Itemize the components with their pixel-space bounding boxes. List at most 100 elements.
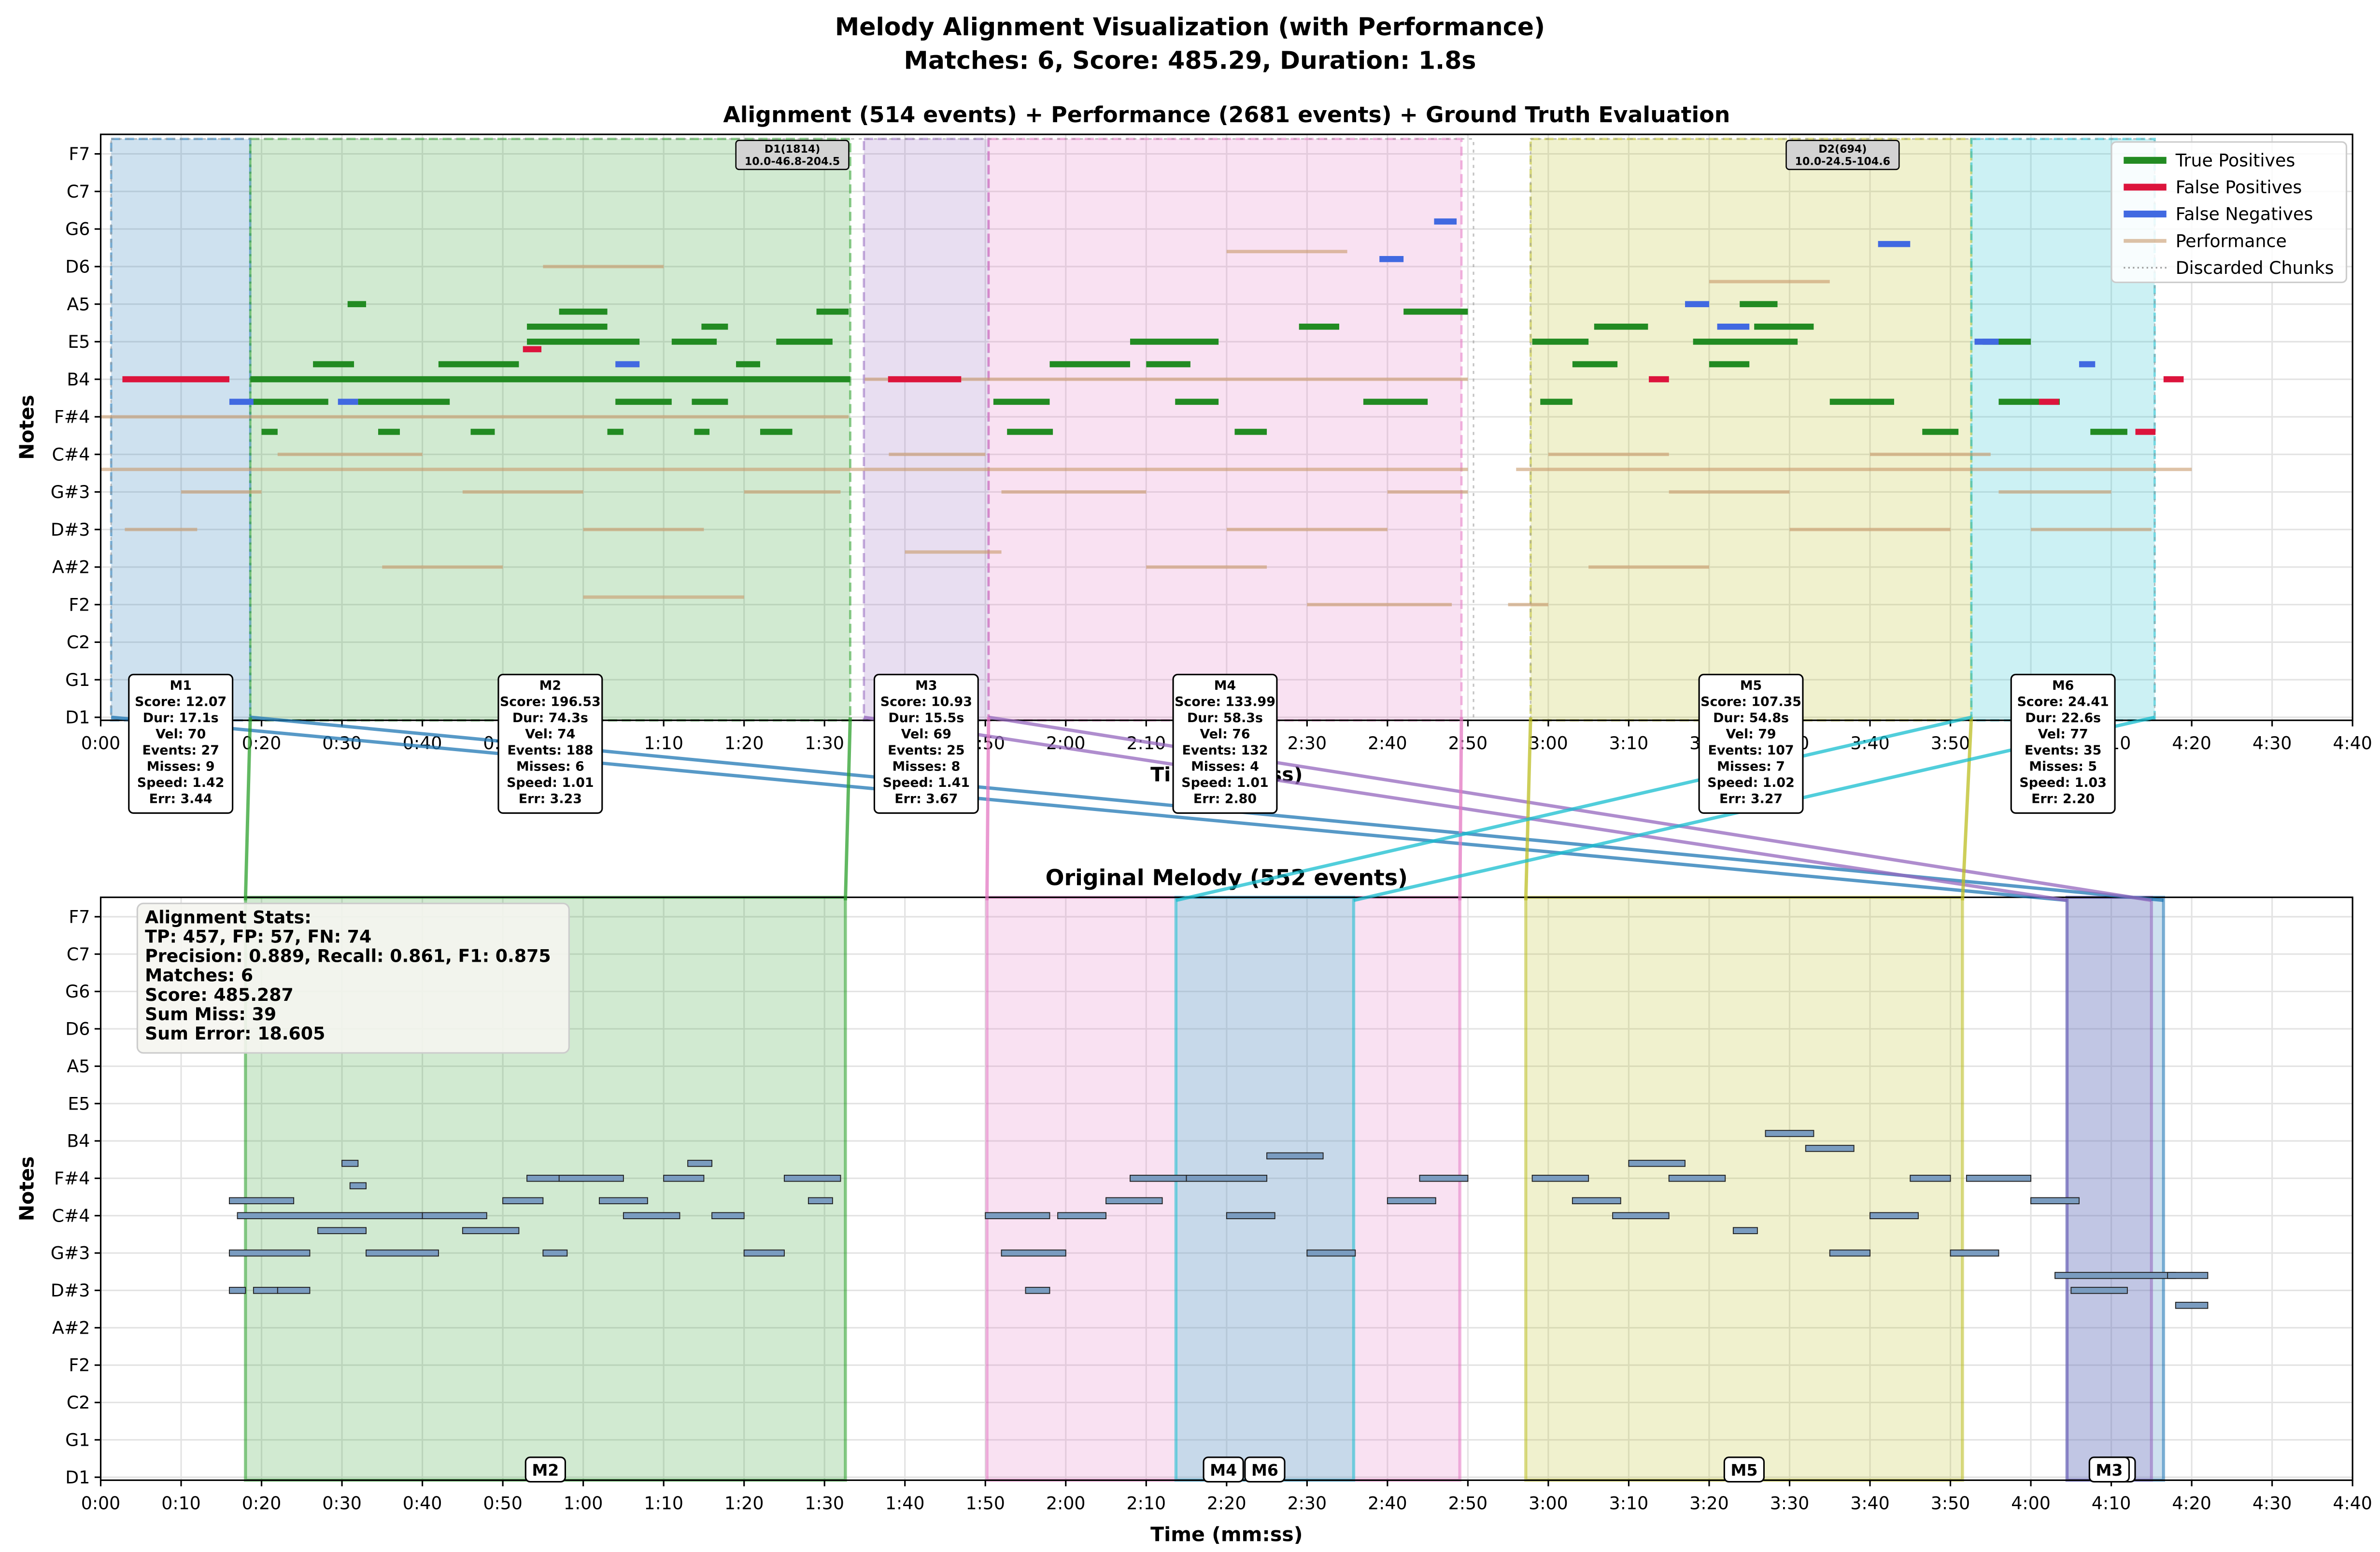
note-event	[527, 339, 640, 345]
match-info-line: Err: 2.80	[1193, 791, 1257, 806]
melody-note	[366, 1249, 439, 1257]
x-tick-label: 1:20	[724, 1493, 764, 1513]
melody-note	[1226, 1212, 1275, 1219]
match-region	[2065, 896, 2165, 1482]
y-tick-label: D6	[65, 256, 90, 277]
x-tick-label: 1:00	[564, 1493, 603, 1513]
melody-note	[598, 1197, 648, 1205]
match-name: M5	[1740, 678, 1762, 693]
x-tick-label: 4:30	[2252, 1493, 2292, 1513]
melody-note	[1057, 1212, 1106, 1219]
match-name: M6	[2052, 678, 2074, 693]
note-event	[744, 490, 841, 494]
y-tick-label: F#4	[54, 1168, 90, 1189]
note-event	[250, 376, 850, 383]
legend-box	[2111, 141, 2348, 284]
note-event	[1387, 490, 1468, 494]
melody-note	[228, 1197, 295, 1205]
match-info-line: Vel: 74	[525, 726, 575, 741]
x-tick-label: 1:50	[965, 1493, 1005, 1513]
x-tick-label: 2:30	[1288, 1493, 1327, 1513]
match-info-box	[128, 673, 234, 814]
match-info-line: Misses: 9	[147, 759, 215, 774]
stats-line: Score: 485.287	[145, 984, 294, 1005]
note-event	[583, 527, 704, 531]
match-info-line: Events: 107	[1708, 743, 1794, 758]
match-connection	[1458, 717, 1463, 900]
note-event	[889, 453, 986, 456]
melody-note	[1130, 1175, 1187, 1182]
melody-note	[663, 1175, 705, 1182]
layer-events	[100, 218, 2209, 1309]
match-info-line: Score: 196.53	[500, 695, 601, 710]
legend-label: True Positives	[2175, 150, 2295, 171]
y-tick-label: G#3	[51, 482, 90, 502]
y-axis-label: Notes	[15, 1156, 38, 1221]
x-tick-label: 3:50	[1931, 733, 1970, 754]
match-connection	[985, 717, 991, 900]
note-event	[122, 376, 229, 383]
melody-note	[558, 1175, 624, 1182]
match-connection	[1961, 717, 1973, 901]
melody-note	[1805, 1145, 1855, 1152]
chunk-label: D1(1814)	[765, 143, 820, 156]
note-event	[100, 415, 849, 419]
x-tick-label: 1:30	[805, 1493, 844, 1513]
y-tick-label: A5	[67, 294, 90, 314]
y-tick-label: D6	[65, 1019, 90, 1039]
note-event	[100, 468, 1468, 471]
y-tick-label: F7	[69, 906, 90, 927]
x-tick-label: 0:20	[242, 1493, 282, 1513]
y-tick-label: F2	[69, 1355, 90, 1376]
melody-note	[1531, 1175, 1589, 1182]
y-tick-label: D1	[65, 1467, 90, 1488]
match-info-line: Score: 12.07	[135, 695, 227, 710]
x-tick-label: 2:10	[1127, 1493, 1166, 1513]
stats-line: Sum Miss: 39	[145, 1004, 276, 1025]
melody-note	[1001, 1249, 1066, 1257]
match-info-line: Dur: 74.3s	[512, 711, 588, 726]
melody-note	[1612, 1212, 1670, 1219]
note-event	[1363, 399, 1428, 405]
y-tick-label: C2	[67, 1392, 90, 1413]
melody-note	[1950, 1249, 1999, 1257]
match-info-line: Events: 188	[507, 743, 593, 758]
melody-note	[711, 1212, 745, 1219]
match-info-box	[873, 673, 979, 814]
x-tick-label: 0:00	[81, 1493, 121, 1513]
x-tick-label: 4:20	[2172, 1493, 2211, 1513]
note-event	[1693, 339, 1798, 345]
note-event	[277, 453, 423, 456]
note-event	[1516, 468, 2192, 471]
note-event	[1146, 361, 1190, 368]
match-info-line: Events: 35	[2025, 743, 2101, 758]
note-event	[1540, 399, 1572, 405]
layer-annotations: D1(1814)10.0-46.8-204.5 D2(694)10.0-24.5-…	[128, 140, 2348, 1483]
melody-note	[1829, 1249, 1870, 1257]
note-event	[338, 399, 358, 405]
melody-note	[2175, 1302, 2209, 1309]
melody-note	[2030, 1197, 2080, 1205]
legend-label: False Negatives	[2176, 204, 2313, 225]
match-info-line: Dur: 58.3s	[1187, 711, 1263, 726]
y-tick-label: C#4	[52, 444, 90, 465]
note-event	[438, 361, 519, 368]
note-event	[694, 428, 710, 435]
melody-note	[237, 1212, 423, 1219]
melody-note	[1572, 1197, 1621, 1205]
match-info-box	[1698, 673, 1804, 814]
melody-note	[277, 1287, 311, 1294]
note-event	[125, 527, 198, 531]
stats-line: Sum Error: 18.605	[145, 1023, 325, 1044]
x-tick-label: 2:40	[1368, 1493, 1407, 1513]
match-info-line: Vel: 69	[901, 726, 951, 741]
x-tick-label: 2:50	[1448, 1493, 1488, 1513]
note-event	[816, 308, 849, 315]
note-event	[1307, 603, 1452, 607]
y-tick-label: B4	[67, 1131, 90, 1152]
melody-note	[542, 1249, 568, 1257]
note-event	[864, 377, 1468, 381]
match-tag: M6	[1251, 1461, 1278, 1480]
